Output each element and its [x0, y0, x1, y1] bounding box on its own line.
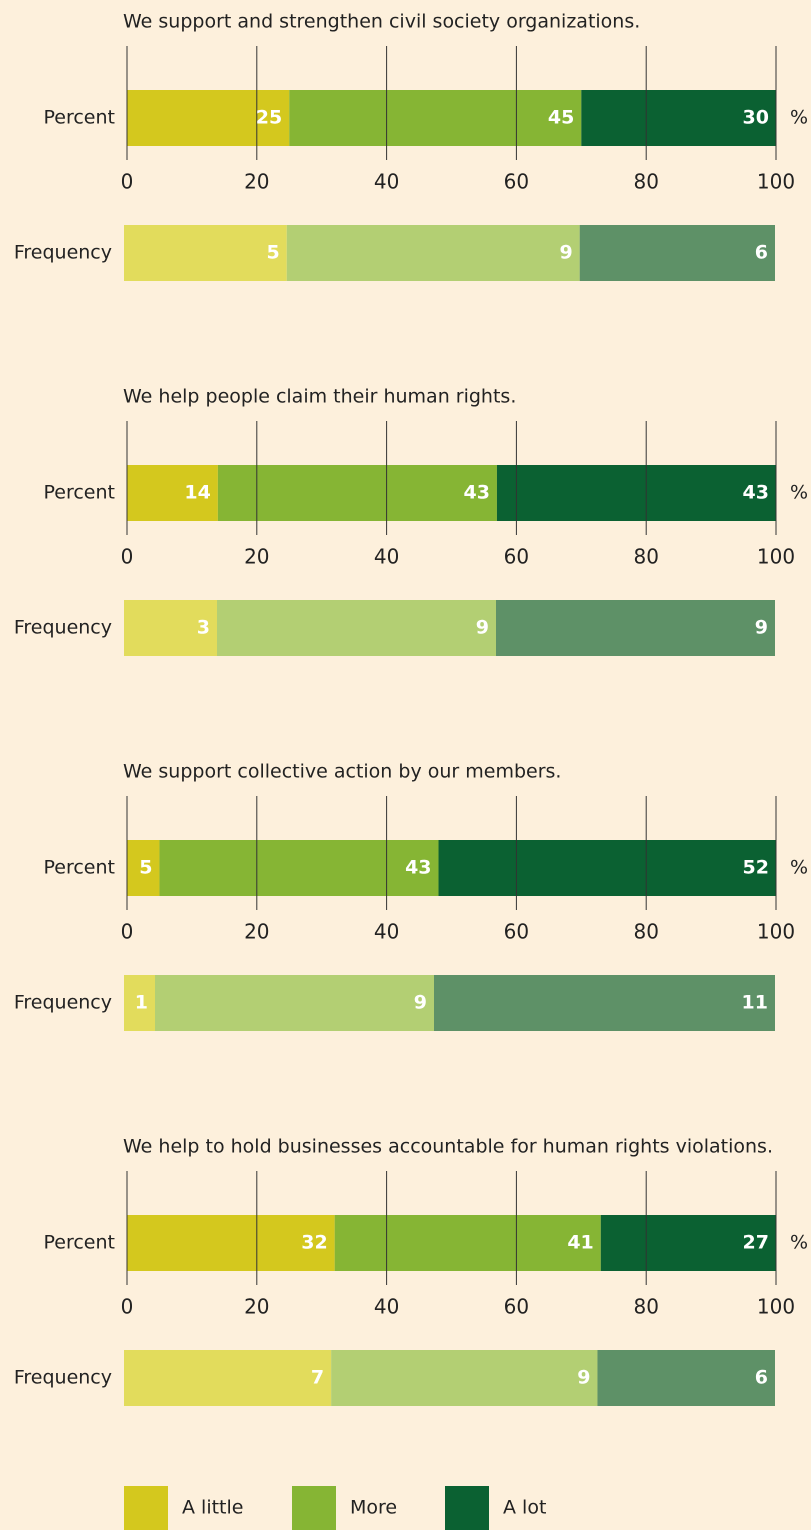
x-tick-label: 60	[504, 920, 529, 944]
bar-segment	[496, 465, 776, 521]
value-label: 43	[405, 857, 431, 879]
bar-segment	[124, 600, 217, 656]
value-label: 30	[743, 107, 769, 129]
legend-label: More	[350, 1497, 397, 1519]
bar-segment	[127, 1215, 335, 1271]
x-tick-label: 0	[121, 920, 134, 944]
row-label: Frequency	[14, 617, 112, 639]
x-tick-label: 80	[633, 170, 658, 194]
x-tick-label: 40	[374, 545, 399, 569]
value-label: 11	[742, 992, 768, 1014]
bar-segment	[124, 225, 287, 281]
x-tick-label: 40	[374, 1295, 399, 1319]
x-tick-label: 0	[121, 545, 134, 569]
value-label: 7	[311, 1367, 324, 1389]
x-tick-label: 80	[633, 545, 658, 569]
bar-segment	[155, 975, 434, 1031]
x-tick-label: 80	[633, 920, 658, 944]
x-tick-label: 20	[244, 170, 269, 194]
x-tick-label: 100	[757, 545, 795, 569]
x-tick-label: 60	[504, 1295, 529, 1319]
value-label: 5	[267, 242, 280, 264]
chart-title: We support and strengthen civil society …	[123, 11, 640, 33]
value-label: 41	[567, 1232, 593, 1254]
chart-title: We help to hold businesses accountable f…	[123, 1136, 773, 1158]
bar-segment	[597, 1350, 775, 1406]
value-label: 52	[743, 857, 769, 879]
bar-segment	[434, 975, 775, 1031]
bar-segment	[159, 840, 439, 896]
x-tick-label: 100	[757, 920, 795, 944]
value-label: 25	[256, 107, 282, 129]
bar-segment	[331, 1350, 598, 1406]
value-label: 43	[463, 482, 489, 504]
bar-segment	[600, 1215, 776, 1271]
value-label: 27	[743, 1232, 769, 1254]
chart-title: We support collective action by our memb…	[123, 761, 561, 783]
value-label: 9	[476, 617, 489, 639]
value-label: 14	[184, 482, 210, 504]
bar-segment	[124, 975, 155, 1031]
bar-segment	[438, 840, 776, 896]
bar-segment	[334, 1215, 601, 1271]
chart-title: We help people claim their human rights.	[123, 386, 516, 408]
bar-segment	[217, 465, 497, 521]
x-tick-label: 100	[757, 170, 795, 194]
value-label: 9	[577, 1367, 590, 1389]
value-label: 43	[743, 482, 769, 504]
x-tick-label: 20	[244, 1295, 269, 1319]
row-label: Percent	[44, 482, 116, 504]
bar-segment	[579, 225, 775, 281]
bar-segment	[124, 1350, 332, 1406]
legend-swatch	[445, 1486, 489, 1530]
row-label: Percent	[44, 857, 116, 879]
bar-segment	[289, 90, 582, 146]
x-tick-label: 60	[504, 545, 529, 569]
bar-segment	[496, 600, 775, 656]
row-label: Frequency	[14, 1367, 112, 1389]
value-label: 5	[139, 857, 152, 879]
value-label: 9	[755, 617, 768, 639]
bar-segment	[127, 465, 218, 521]
value-label: 6	[755, 242, 768, 264]
legend-label: A little	[182, 1497, 243, 1519]
legend-swatch	[124, 1486, 168, 1530]
bar-segment	[127, 90, 290, 146]
bar-segment	[127, 840, 160, 896]
bar-segment	[217, 600, 496, 656]
unit-label: %	[790, 857, 808, 879]
value-label: 9	[559, 242, 572, 264]
value-label: 32	[301, 1232, 327, 1254]
unit-label: %	[790, 107, 808, 129]
x-tick-label: 0	[121, 170, 134, 194]
x-tick-label: 40	[374, 920, 399, 944]
value-label: 9	[414, 992, 427, 1014]
row-label: Percent	[44, 107, 116, 129]
row-label: Frequency	[14, 992, 112, 1014]
unit-label: %	[790, 482, 808, 504]
bar-segment	[581, 90, 776, 146]
bar-segment	[286, 225, 580, 281]
x-tick-label: 20	[244, 545, 269, 569]
x-tick-label: 0	[121, 1295, 134, 1319]
value-label: 45	[548, 107, 574, 129]
value-label: 1	[135, 992, 148, 1014]
legend-label: A lot	[503, 1497, 546, 1519]
x-tick-label: 20	[244, 920, 269, 944]
legend-swatch	[292, 1486, 336, 1530]
x-tick-label: 60	[504, 170, 529, 194]
row-label: Frequency	[14, 242, 112, 264]
x-tick-label: 40	[374, 170, 399, 194]
value-label: 6	[755, 1367, 768, 1389]
unit-label: %	[790, 1232, 808, 1254]
row-label: Percent	[44, 1232, 116, 1254]
value-label: 3	[197, 617, 210, 639]
x-tick-label: 100	[757, 1295, 795, 1319]
x-tick-label: 80	[633, 1295, 658, 1319]
